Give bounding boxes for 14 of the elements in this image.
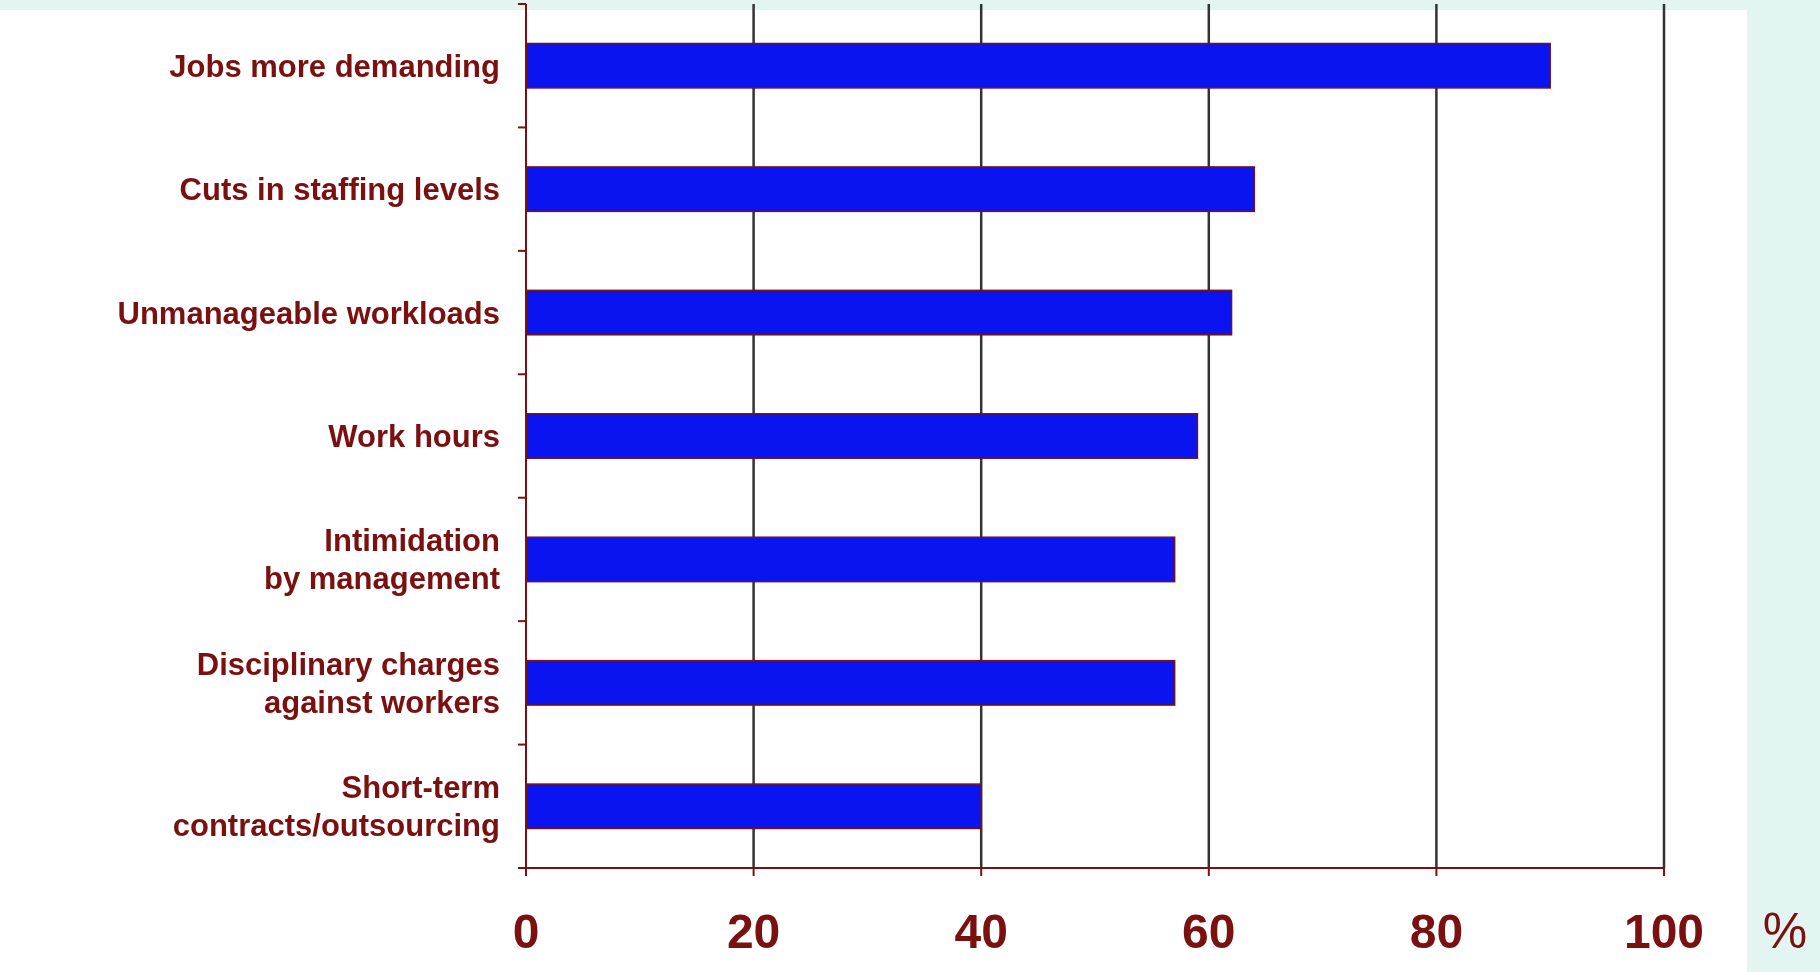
x-tick-label: 0 [512, 905, 540, 958]
x-tick-label: 100 [1623, 905, 1705, 958]
x-tick-label: 20 [726, 905, 781, 958]
y-tick-label: Cuts in staffing levels [179, 172, 500, 208]
y-tick-label: Unmanageable workloads [117, 295, 500, 331]
y-tick-label: Intimidation by management [263, 523, 500, 597]
y-tick-label: Work hours [328, 419, 500, 454]
x-tick-label: 80 [1409, 905, 1464, 958]
y-tick-label: Jobs more demanding [169, 48, 500, 84]
y-tick-label: Short-term contracts/outsourcing [172, 770, 500, 844]
x-axis-title: % [1762, 903, 1808, 959]
x-tick-label: 40 [954, 905, 1008, 958]
y-tick-label: Disciplinary charges against workers [196, 646, 500, 720]
x-tick-label: 60 [1182, 905, 1236, 958]
